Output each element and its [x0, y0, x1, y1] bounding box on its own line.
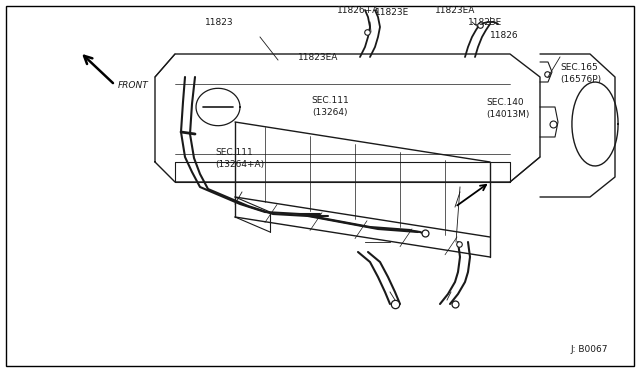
Text: SEC.140: SEC.140: [486, 98, 524, 107]
Text: (13264+A): (13264+A): [215, 160, 264, 169]
Text: 11826+A: 11826+A: [337, 6, 379, 15]
Text: (14013M): (14013M): [486, 110, 529, 119]
Text: 11823EA: 11823EA: [298, 53, 338, 62]
Text: (16576P): (16576P): [560, 75, 601, 84]
Text: (13264): (13264): [312, 108, 348, 117]
Text: 11823E: 11823E: [468, 18, 502, 27]
Text: 11823EA: 11823EA: [435, 6, 475, 15]
Text: 11823: 11823: [205, 18, 234, 27]
Text: SEC.111: SEC.111: [311, 96, 349, 105]
Text: FRONT: FRONT: [118, 81, 148, 90]
Text: SEC.111: SEC.111: [215, 148, 253, 157]
Text: 11823E: 11823E: [375, 8, 409, 17]
Text: 11826: 11826: [490, 31, 518, 40]
Text: SEC.165: SEC.165: [560, 63, 598, 72]
Text: J: B0067: J: B0067: [570, 345, 607, 354]
